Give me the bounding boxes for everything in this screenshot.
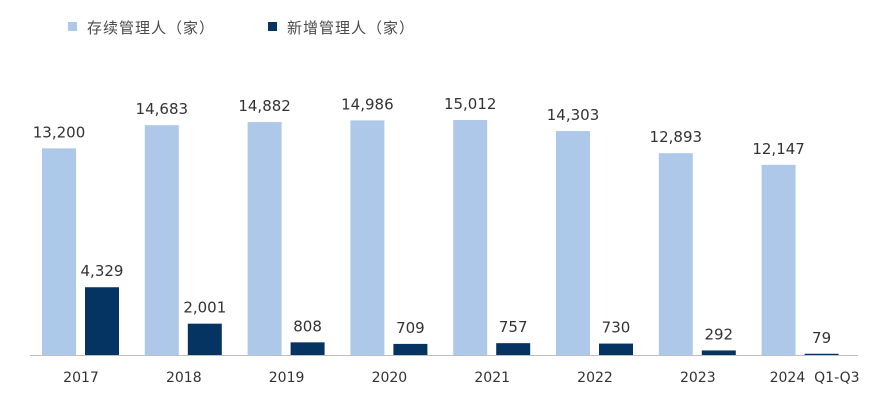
bar-new-2020 xyxy=(393,343,428,355)
value-label-new-2020: 709 xyxy=(396,319,425,337)
bar-new-2019 xyxy=(290,342,325,355)
x-tick-label-2019: 2019 xyxy=(269,370,305,386)
bar-existing-2020 xyxy=(350,120,385,355)
value-label-new-2019: 808 xyxy=(293,317,322,335)
bar-existing-2021 xyxy=(453,120,488,355)
legend-label-2: 新增管理人（家） xyxy=(287,19,415,37)
bar-new-2021 xyxy=(496,343,531,355)
value-label-existing-2020: 14,986 xyxy=(341,95,394,113)
value-label-existing-2024-Q1-Q3: 12,147 xyxy=(752,140,805,158)
value-labels: 13,200 4,329 14,683 2,001 14,882 808 14,986 709… xyxy=(33,95,831,347)
x-tick-label-2024-Q1-Q3: 2024 Q1-Q3 xyxy=(770,370,860,386)
legend-swatch-1 xyxy=(68,22,77,31)
x-axis-ticks: 2017 2018 2019 2020 2021 2022 2023 2024 Q1-Q3 xyxy=(63,370,859,386)
value-label-new-2022: 730 xyxy=(602,319,631,337)
value-label-new-2024-Q1-Q3: 79 xyxy=(812,329,831,347)
x-tick-label-2020: 2020 xyxy=(372,370,408,386)
bar-existing-2023 xyxy=(658,153,693,355)
x-tick-label-2023: 2023 xyxy=(680,370,716,386)
value-label-new-2023: 292 xyxy=(704,325,733,343)
bar-new-2022 xyxy=(599,343,633,355)
value-label-existing-2018: 14,683 xyxy=(136,100,189,118)
bar-existing-2024-Q1-Q3 xyxy=(761,164,796,355)
bar-existing-2017 xyxy=(42,148,76,355)
bar-new-2024-Q1-Q3 xyxy=(804,353,839,355)
legend-label-1: 存续管理人（家） xyxy=(87,19,215,37)
value-label-new-2017: 4,329 xyxy=(81,262,124,280)
x-tick-label-2017: 2017 xyxy=(63,370,99,386)
legend: 存续管理人（家） 新增管理人（家） xyxy=(68,19,415,37)
x-tick-label-2018: 2018 xyxy=(166,370,202,386)
bar-new-2017 xyxy=(85,287,119,355)
value-label-existing-2021: 15,012 xyxy=(444,95,497,113)
value-label-existing-2019: 14,882 xyxy=(238,97,291,115)
bar-existing-2019 xyxy=(247,122,282,356)
value-label-existing-2023: 12,893 xyxy=(650,128,703,146)
legend-swatch-2 xyxy=(268,22,277,31)
value-label-new-2018: 2,001 xyxy=(183,299,226,317)
x-tick-label-2022: 2022 xyxy=(577,370,613,386)
x-tick-label-2021: 2021 xyxy=(474,370,510,386)
bar-new-2023 xyxy=(701,350,736,355)
value-label-existing-2017: 13,200 xyxy=(33,123,86,141)
bars xyxy=(42,120,839,356)
bar-existing-2022 xyxy=(556,131,590,355)
bar-existing-2018 xyxy=(144,125,179,356)
value-label-new-2021: 757 xyxy=(499,318,528,336)
value-label-existing-2022: 14,303 xyxy=(547,106,600,124)
bar-new-2018 xyxy=(187,323,222,355)
